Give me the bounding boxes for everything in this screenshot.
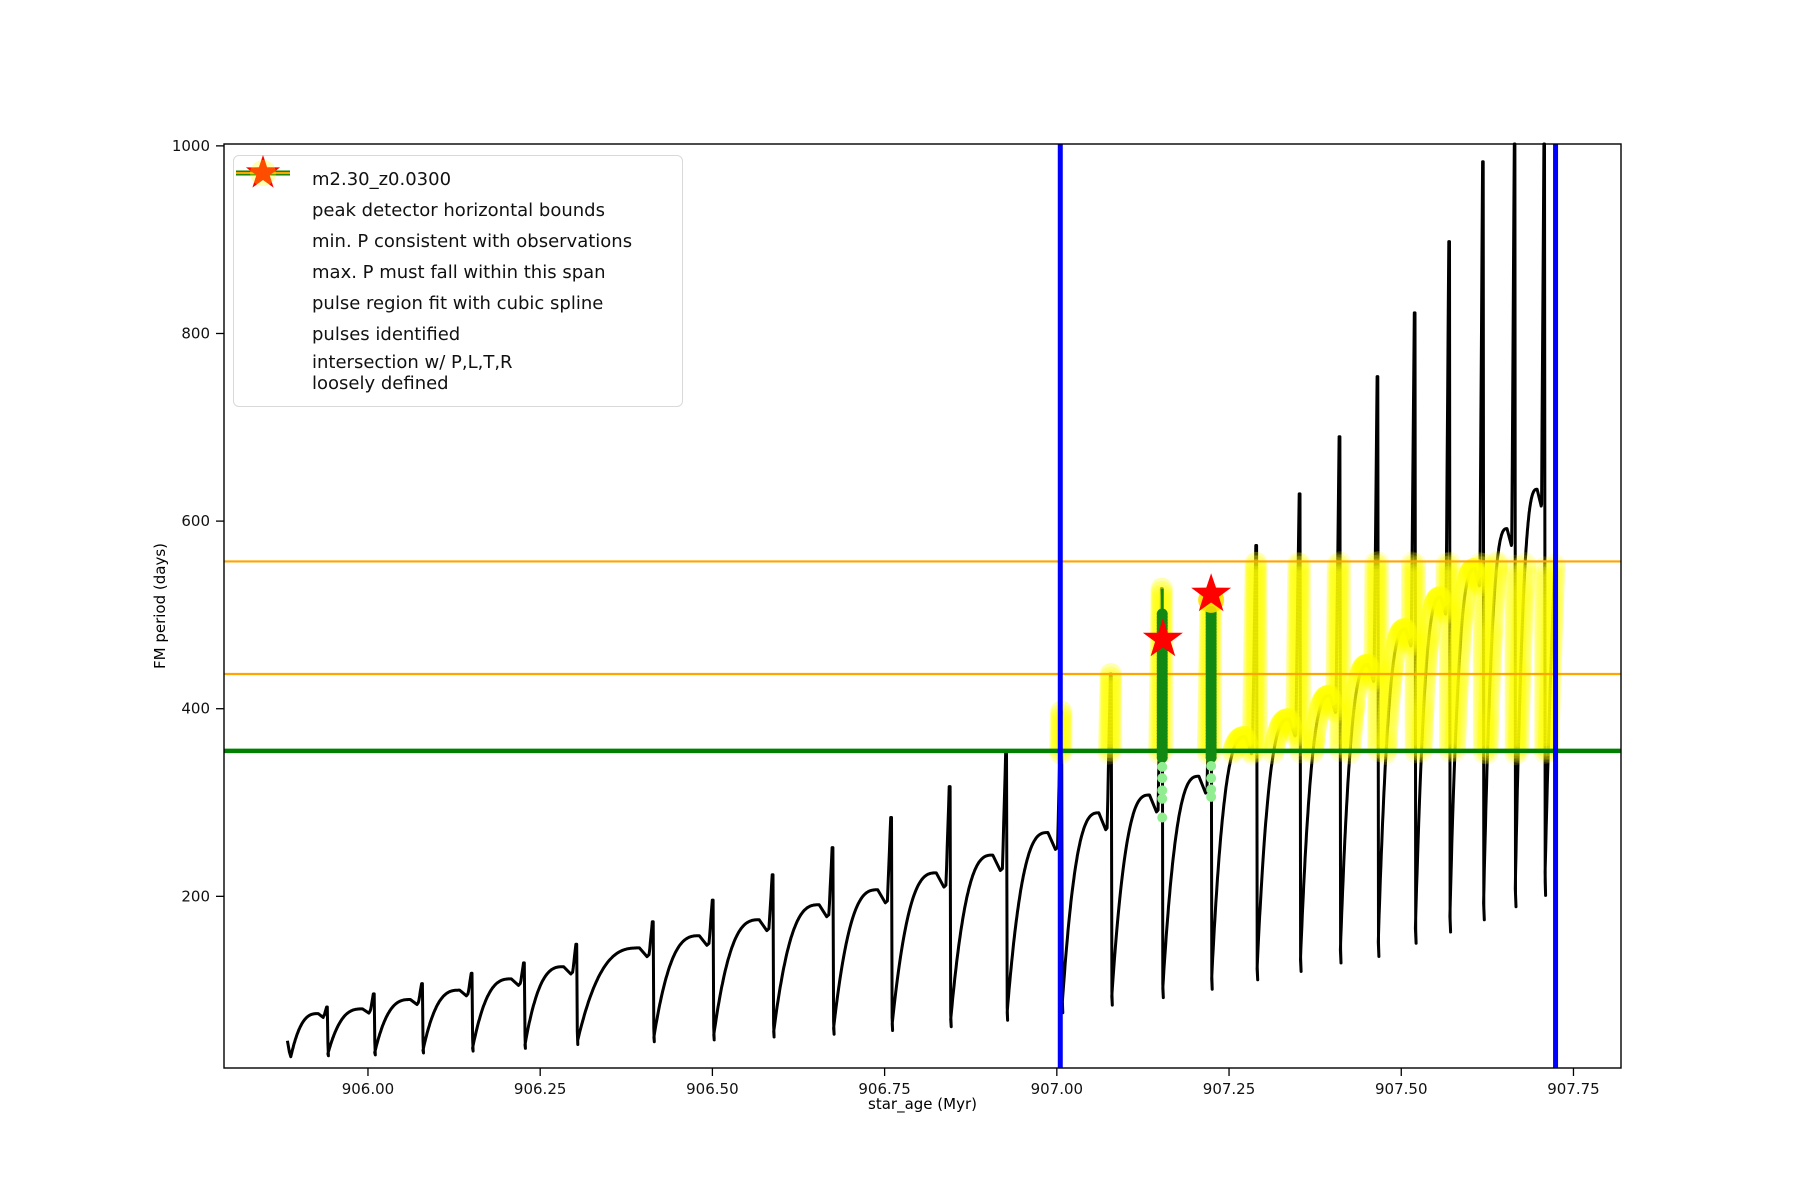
axes: 906.00 906.25 906.50 906.75 907.00 907.25 907.… [172,137,1622,1098]
legend-label: pulse region fit with cubic spline [312,293,604,314]
legend-label: m2.30_z0.0300 [312,169,452,190]
legend-entry-4: max. P must fall within this span [236,171,672,288]
x-tick-label: 906.50 [686,1080,739,1098]
y-tick-label: 200 [181,887,210,905]
y-tick-label: 1000 [172,137,210,155]
max-p-span-lines [224,560,1621,676]
intersection-markers [1048,550,1566,766]
legend-entry-7: intersection w/ P,L,T,R loosely defined [244,160,672,396]
pulse-star-icon [1191,573,1232,612]
y-tick-label: 600 [181,512,210,530]
x-tick-label: 906.75 [858,1080,911,1098]
series-curve [285,142,1558,1059]
x-tick-label: 907.50 [1375,1080,1428,1098]
pulse-star-icon [1142,618,1183,657]
legend-entry-1: m2.30_z0.0300 [236,164,672,195]
legend-label: min. P consistent with observations [312,231,633,252]
x-tick-label: 907.25 [1203,1080,1256,1098]
legend-label: max. P must fall within this span [312,262,606,283]
legend-label: peak detector horizontal bounds [312,200,605,221]
peak-detector-bounds [1057,144,1559,1068]
y-tick-label: 800 [181,324,210,342]
legend-entry-5: pulse region fit with cubic spline [244,166,672,319]
y-axis-label: FM period (days) [151,543,169,669]
x-axis-label: star_age (Myr) [868,1095,977,1113]
legend-label: pulses identified [312,324,461,345]
legend-entry-6: pulses identified [244,155,672,350]
x-tick-label: 907.75 [1547,1080,1600,1098]
legend-entry-2: peak detector horizontal bounds [236,170,672,226]
x-tick-label: 906.00 [342,1080,395,1098]
pulses-identified-markers [1142,573,1232,657]
legend-entry-3: min. P consistent with observations [236,170,672,257]
x-tick-label: 906.25 [514,1080,567,1098]
x-tick-label: 907.00 [1031,1080,1084,1098]
legend-label: intersection w/ P,L,T,R loosely defined [312,352,513,394]
y-tick-label: 400 [181,700,210,718]
series-line [285,142,1558,1059]
axes-frame [223,143,1622,1069]
